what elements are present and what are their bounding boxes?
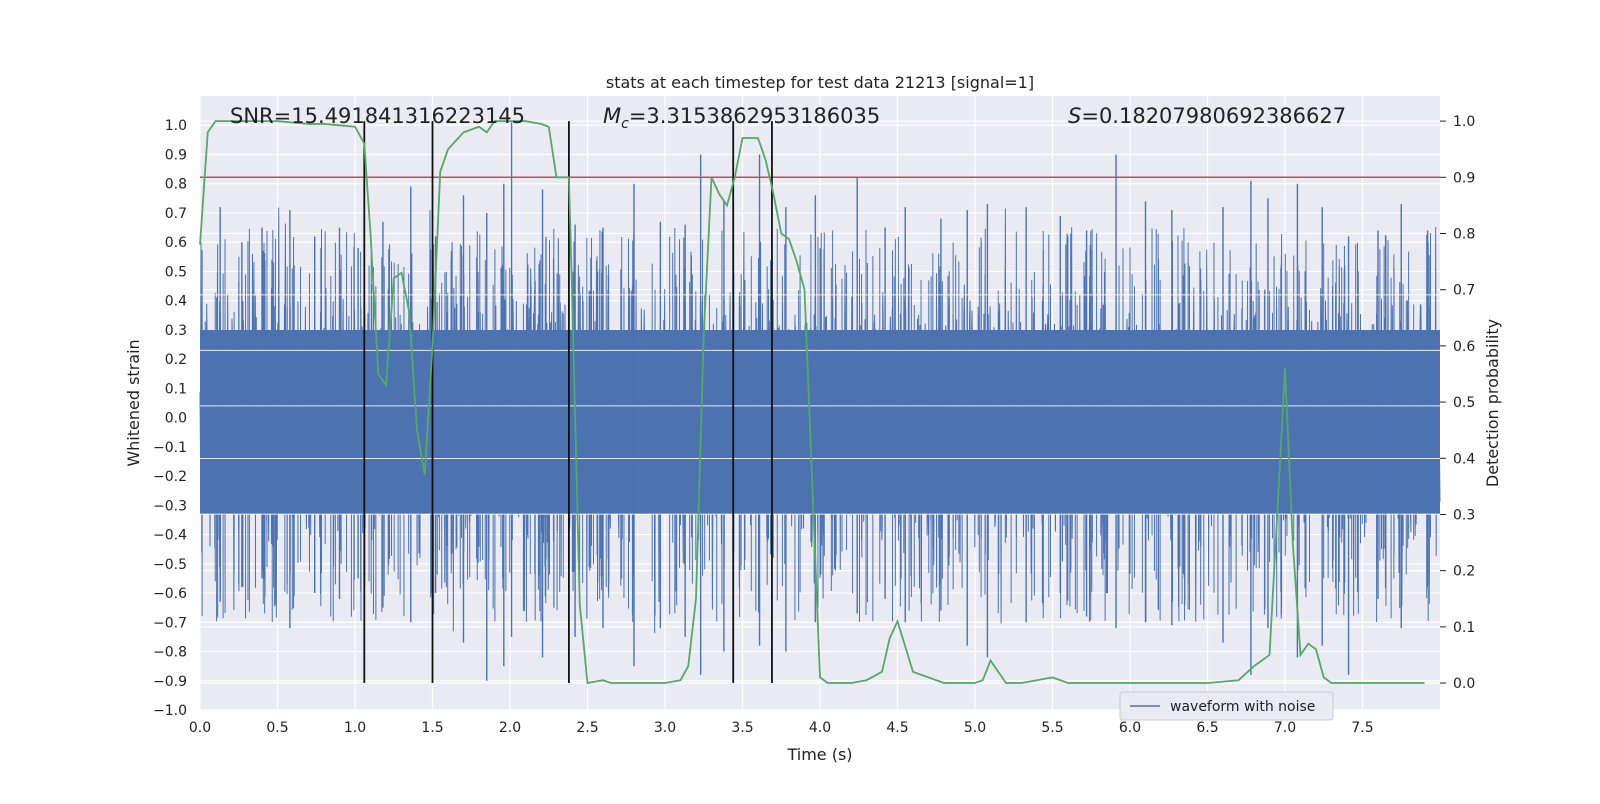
y-tick-label: −0.1 (153, 440, 187, 456)
x-tick-label: 3.5 (731, 720, 753, 736)
y-tick-label: −0.8 (153, 645, 187, 661)
snr-annotation: SNR=15.491841316223145 (230, 104, 525, 128)
y-tick-label: −0.9 (153, 674, 187, 690)
y-tick-label: −0.4 (153, 528, 187, 544)
y2-tick-label: 0.9 (1453, 170, 1475, 186)
y-tick-label: −0.3 (153, 498, 187, 514)
chart-title: stats at each timestep for test data 212… (606, 73, 1034, 92)
x-tick-label: 4.0 (809, 720, 831, 736)
y-tick-label: 0.7 (165, 206, 187, 222)
y-tick-label: −0.7 (153, 615, 187, 631)
y-tick-label: −0.2 (153, 469, 187, 485)
y2-tick-label: 0.6 (1453, 339, 1475, 355)
x-tick-label: 2.0 (499, 720, 521, 736)
y2-tick-label: 0.1 (1453, 620, 1475, 636)
x-tick-label: 1.0 (344, 720, 366, 736)
x-tick-label: 5.0 (964, 720, 986, 736)
x-tick-label: 6.5 (1196, 720, 1218, 736)
overlay-layer (199, 120, 1440, 685)
waveform-layer (199, 122, 1441, 681)
y-axis-label: Whitened strain (124, 339, 143, 466)
y-tick-label: 0.0 (165, 411, 187, 427)
y2-axis-label: Detection probability (1483, 319, 1502, 487)
y-tick-label: 0.1 (165, 381, 187, 397)
x-axis-label: Time (s) (786, 745, 852, 764)
y2-tick-label: 0.0 (1453, 676, 1475, 692)
ticks-layer: 0.0 0.5 1.0 1.5 2.0 2.5 3.0 3.5 4.0 4.5 5.0 5.5 6.0 6… (153, 114, 1475, 736)
y2-tick-label: 0.7 (1453, 283, 1475, 299)
x-tick-label: 1.5 (421, 720, 443, 736)
y2-tick-label: 0.2 (1453, 564, 1475, 580)
chirp-mass-value: =3.3153862953186035 (629, 104, 880, 128)
chirp-mass-symbol: M (603, 104, 621, 128)
y2-tick-label: 1.0 (1453, 114, 1475, 130)
y-tick-label: 1.0 (165, 118, 187, 134)
y-tick-label: 0.5 (165, 264, 187, 280)
y2-tick-label: 0.8 (1453, 226, 1475, 242)
x-tick-label: 5.5 (1041, 720, 1063, 736)
y2-tick-label: 0.3 (1453, 507, 1475, 523)
y2-tick-label: 0.4 (1453, 451, 1475, 467)
y-tick-label: −1.0 (153, 703, 187, 719)
x-tick-label: 4.5 (886, 720, 908, 736)
spin-value: =0.18207980692386627 (1081, 104, 1346, 128)
legend: waveform with noise (1119, 691, 1334, 721)
y-tick-label: 0.3 (165, 323, 187, 339)
chirp-mass-annotation: Mc=3.3153862953186035 (603, 104, 880, 132)
y-tick-label: 0.6 (165, 235, 187, 251)
x-tick-label: 3.0 (654, 720, 676, 736)
spin-symbol: S (1068, 104, 1081, 128)
spin-annotation: S=0.18207980692386627 (1068, 104, 1346, 128)
x-tick-label: 6.0 (1119, 720, 1141, 736)
legend-box (1119, 691, 1334, 721)
y-tick-label: 0.4 (165, 294, 187, 310)
x-tick-label: 0.5 (266, 720, 288, 736)
x-tick-label: 0.0 (189, 720, 211, 736)
detection-probability-line (199, 120, 1425, 685)
chirp-mass-subscript: c (621, 116, 629, 132)
y-tick-label: −0.5 (153, 557, 187, 573)
y2-tick-label: 0.5 (1453, 395, 1475, 411)
y-tick-label: 0.9 (165, 147, 187, 163)
y-tick-label: 0.2 (165, 352, 187, 368)
legend-label-waveform: waveform with noise (1170, 699, 1315, 715)
y-tick-label: −0.6 (153, 586, 187, 602)
x-tick-label: 7.5 (1351, 720, 1373, 736)
y-tick-label: 0.8 (165, 177, 187, 193)
x-tick-label: 7.0 (1274, 720, 1296, 736)
x-tick-label: 2.5 (576, 720, 598, 736)
